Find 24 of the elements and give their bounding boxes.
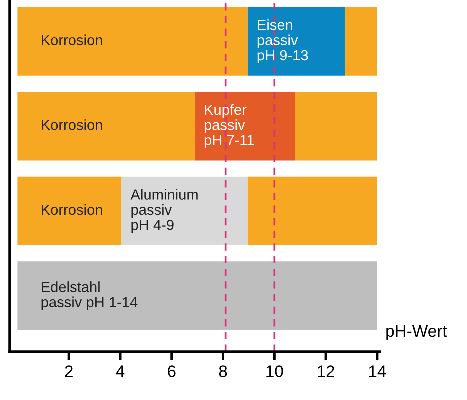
x-tick-label: 8 [219, 366, 228, 378]
bar [18, 92, 195, 161]
bar [18, 7, 248, 76]
bar [248, 7, 346, 76]
bar [346, 7, 378, 76]
x-tick-label: 4 [116, 366, 125, 378]
x-tick-label: 12 [318, 366, 334, 378]
bar [295, 92, 378, 161]
x-tick-label: 6 [168, 366, 176, 378]
bar [195, 92, 296, 161]
data-label: Korrosion [42, 120, 102, 130]
data-label: Kupfer passiv pH 7-11 [204, 104, 254, 148]
bar [122, 176, 248, 246]
x-axis-title: pH-Wert [386, 325, 448, 340]
data-label: Aluminium passiv pH 4-9 [130, 189, 198, 234]
data-label: Korrosion [42, 34, 102, 46]
bar [18, 262, 378, 330]
x-tick-label: 14 [369, 366, 386, 378]
x-tick-label: 10 [266, 366, 284, 378]
data-label: Edelstahl passiv pH 1-14 [42, 282, 138, 310]
bar [18, 176, 122, 246]
data-label: Korrosion [42, 204, 102, 216]
bar [248, 176, 378, 246]
x-tick-label: 2 [65, 366, 73, 378]
